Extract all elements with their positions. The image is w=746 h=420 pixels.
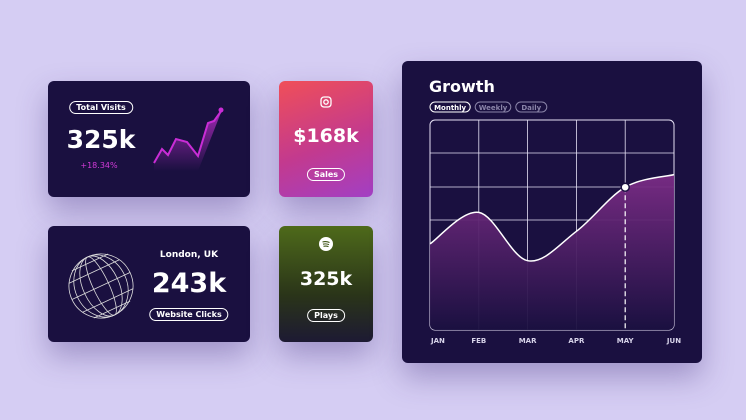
plays-card: 325k Plays <box>279 226 373 342</box>
clicks-card: London, UK 243k Website Clicks <box>48 226 250 342</box>
visits-change: +18.34% <box>80 161 118 170</box>
x-tick-label: APR <box>568 337 585 345</box>
plays-label: Plays <box>307 309 345 322</box>
tab-label[interactable]: Daily <box>521 104 541 112</box>
globe-icon <box>68 253 134 319</box>
visits-value: 325k <box>66 125 136 154</box>
visits-label: Total Visits <box>69 101 133 114</box>
sales-value: $168k <box>293 125 359 147</box>
clicks-label: Website Clicks <box>149 308 229 321</box>
instagram-icon <box>320 96 332 108</box>
highlight-point <box>620 182 630 192</box>
spotify-icon <box>319 237 333 251</box>
tab-label[interactable]: Weekly <box>479 104 508 112</box>
x-tick-label: JAN <box>430 337 445 345</box>
x-tick-label: MAR <box>519 337 537 345</box>
tab-frame[interactable] <box>474 101 512 113</box>
clicks-location: London, UK <box>159 250 219 260</box>
tab-frame[interactable] <box>515 101 548 113</box>
tab-label[interactable]: Monthly <box>434 104 466 112</box>
sparkline-fill <box>154 110 222 171</box>
tab[interactable]: Weekly <box>474 101 512 113</box>
sales-label: Sales <box>306 168 346 181</box>
tab-frame[interactable] <box>429 101 471 113</box>
sparkline-line <box>153 109 223 164</box>
clicks-value: 243k <box>151 268 227 299</box>
x-tick-label: MAY <box>617 337 635 345</box>
chart-title: Growth <box>429 77 495 96</box>
tab[interactable]: Monthly <box>429 101 471 113</box>
sparkline <box>153 107 224 171</box>
plays-value: 325k <box>299 268 353 290</box>
visits-card: Total Visits 325k +18.34% <box>48 81 250 197</box>
sales-card: $168k Sales <box>279 81 373 197</box>
x-tick-label: JUN <box>666 337 681 345</box>
x-tick-label: FEB <box>471 337 486 345</box>
sparkline-dot <box>218 107 224 113</box>
tab[interactable]: Daily <box>515 101 548 113</box>
